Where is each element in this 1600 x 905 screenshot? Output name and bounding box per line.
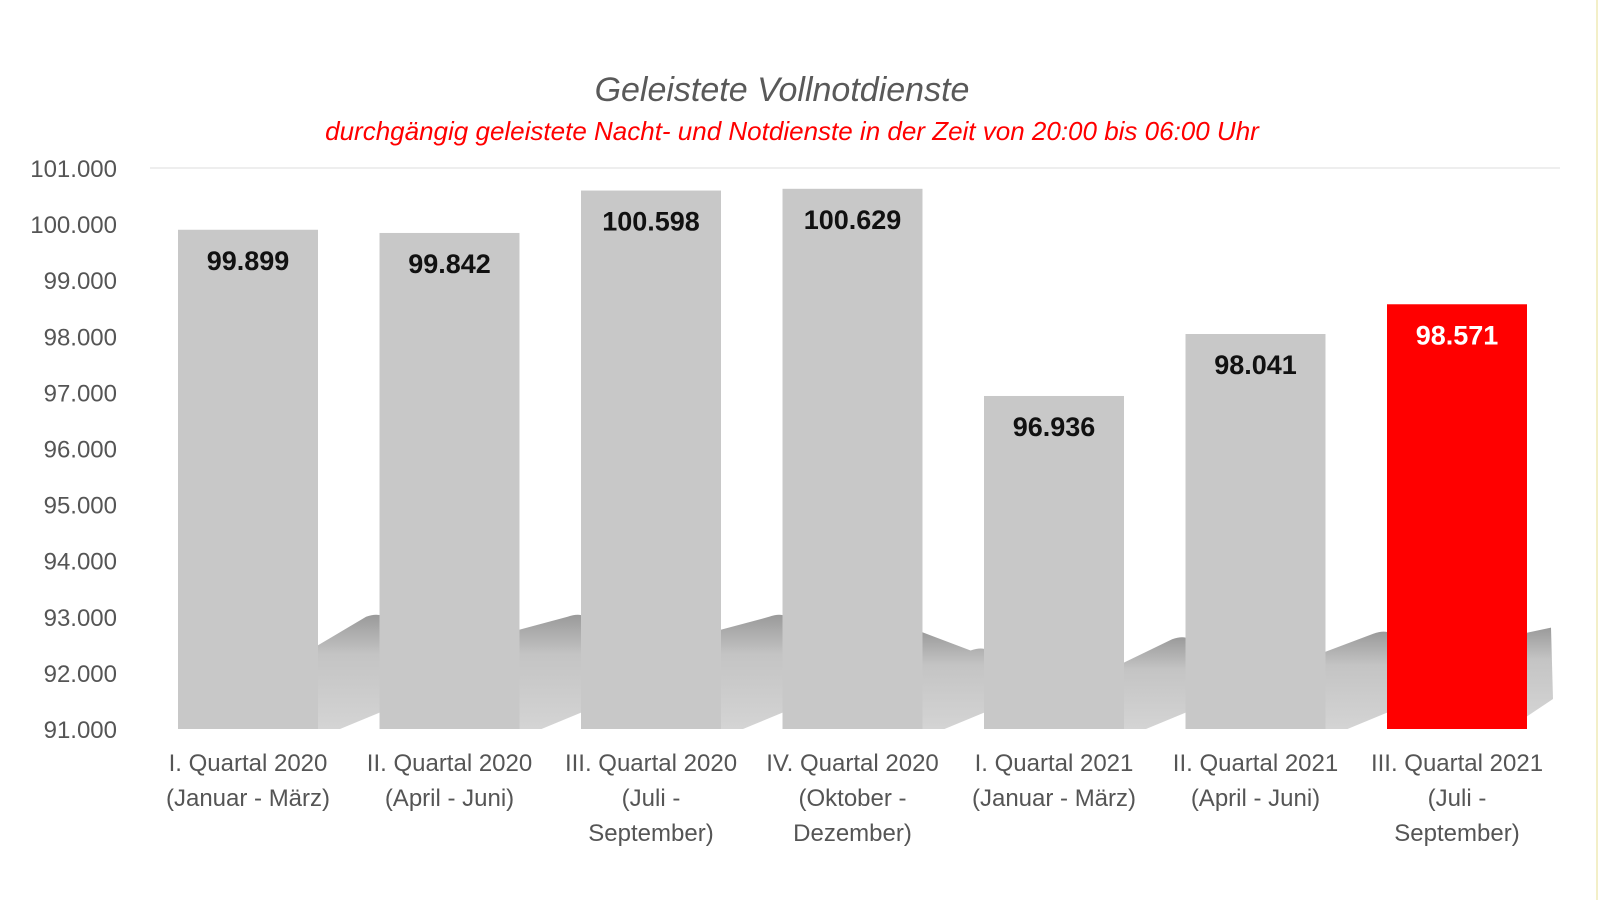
trend-band — [314, 614, 1553, 729]
trend-band-segment — [314, 614, 384, 729]
y-tick-label: 101.000 — [30, 156, 117, 183]
bar — [379, 232, 520, 729]
bar — [581, 190, 721, 730]
y-axis: 91.000 92.000 93.000 94.000 95.000 96.000 97.0… — [30, 156, 1560, 744]
y-tick-label: 91.000 — [44, 717, 117, 744]
x-tick-label: September) — [588, 820, 713, 847]
y-tick-label: 98.000 — [44, 324, 117, 351]
x-tick-label: Dezember) — [793, 820, 912, 847]
right-edge-line — [1596, 0, 1598, 900]
bar-value-label: 99.842 — [408, 249, 491, 279]
y-tick-label: 95.000 — [44, 493, 117, 520]
bars — [178, 188, 1527, 730]
y-tick-label: 94.000 — [44, 549, 117, 576]
x-tick-label: (Januar - März) — [972, 785, 1136, 812]
bar-value-label: 96.936 — [1013, 412, 1096, 442]
bar-value-label: 99.899 — [207, 246, 290, 276]
y-tick-label: 92.000 — [44, 661, 117, 688]
x-tick-label: (Oktober - — [798, 785, 906, 812]
x-tick-label: III. Quartal 2020 — [565, 750, 737, 777]
x-tick-label: III. Quartal 2021 — [1371, 750, 1543, 777]
y-tick-label: 97.000 — [44, 380, 117, 407]
y-tick-label: 93.000 — [44, 605, 117, 632]
chart-title: Geleistete Vollnotdienste — [595, 71, 970, 109]
x-tick-label: September) — [1394, 820, 1519, 847]
bar-value-label: 100.598 — [602, 207, 700, 237]
bar — [1185, 333, 1326, 729]
bar-highlighted — [1387, 304, 1527, 729]
bar-value-label: 98.571 — [1416, 320, 1499, 350]
x-tick-label: II. Quartal 2020 — [367, 750, 532, 777]
trend-band-segment — [1120, 637, 1190, 729]
x-tick-label: (April - Juni) — [1191, 785, 1320, 812]
x-axis: I. Quartal 2020 (Januar - März) II. Quarta… — [166, 750, 1543, 847]
chart-subtitle: durchgängig geleistete Nacht- und Notdie… — [325, 116, 1260, 146]
trend-band-segment — [717, 614, 787, 729]
y-tick-label: 96.000 — [44, 437, 117, 464]
bar-value-label: 100.629 — [804, 205, 902, 235]
y-tick-label: 99.000 — [44, 268, 117, 295]
y-tick-label: 100.000 — [30, 212, 117, 239]
bar-value-label: 98.041 — [1214, 350, 1297, 380]
value-labels: 99.899 99.842 100.598 100.629 96.936 98.041 98… — [207, 205, 1499, 442]
bar — [782, 188, 923, 729]
x-tick-label: I. Quartal 2020 — [169, 750, 328, 777]
x-tick-label: (Juli - — [622, 785, 681, 812]
x-tick-label: (April - Juni) — [385, 785, 514, 812]
x-tick-label: (Juli - — [1428, 785, 1487, 812]
x-tick-label: I. Quartal 2021 — [975, 750, 1134, 777]
trend-band-segment — [918, 630, 988, 729]
bar — [178, 229, 318, 729]
x-tick-label: II. Quartal 2021 — [1173, 750, 1338, 777]
trend-band-segment — [515, 614, 585, 729]
bar — [984, 395, 1124, 729]
x-tick-label: (Januar - März) — [166, 785, 330, 812]
trend-band-tail — [1523, 627, 1553, 719]
x-tick-label: IV. Quartal 2020 — [766, 750, 939, 777]
trend-band-segment — [1321, 631, 1391, 729]
